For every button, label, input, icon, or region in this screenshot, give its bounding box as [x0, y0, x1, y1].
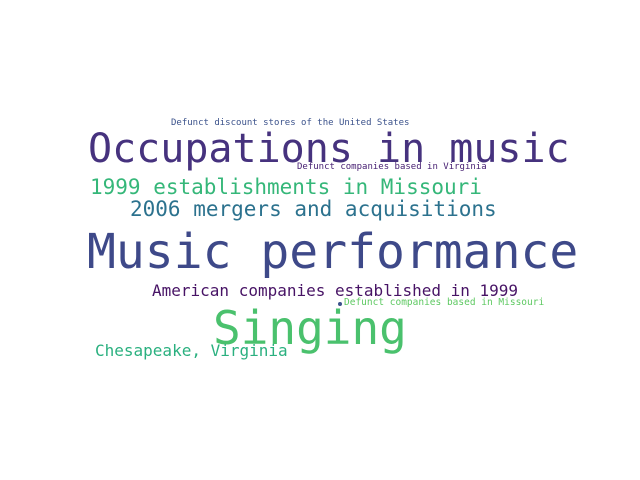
- word-chesapeake-virginia: Chesapeake, Virginia: [95, 341, 288, 360]
- small-dot: [338, 302, 342, 306]
- word-american-companies-1999: American companies established in 1999: [152, 281, 519, 300]
- word-defunct-companies-missouri: Defunct companies based in Missouri: [344, 297, 545, 308]
- word-defunct-companies-virginia: Defunct companies based in Virginia: [297, 162, 487, 172]
- word-2006-mergers: 2006 mergers and acquisitions: [130, 197, 497, 221]
- word-music-performance: Music performance: [87, 224, 579, 280]
- word-1999-establishments-missouri: 1999 establishments in Missouri: [90, 175, 482, 199]
- word-occupations-in-music: Occupations in music: [88, 126, 570, 172]
- word-defunct-discount-stores: Defunct discount stores of the United St…: [171, 118, 410, 128]
- word-singing: Singing: [213, 301, 407, 355]
